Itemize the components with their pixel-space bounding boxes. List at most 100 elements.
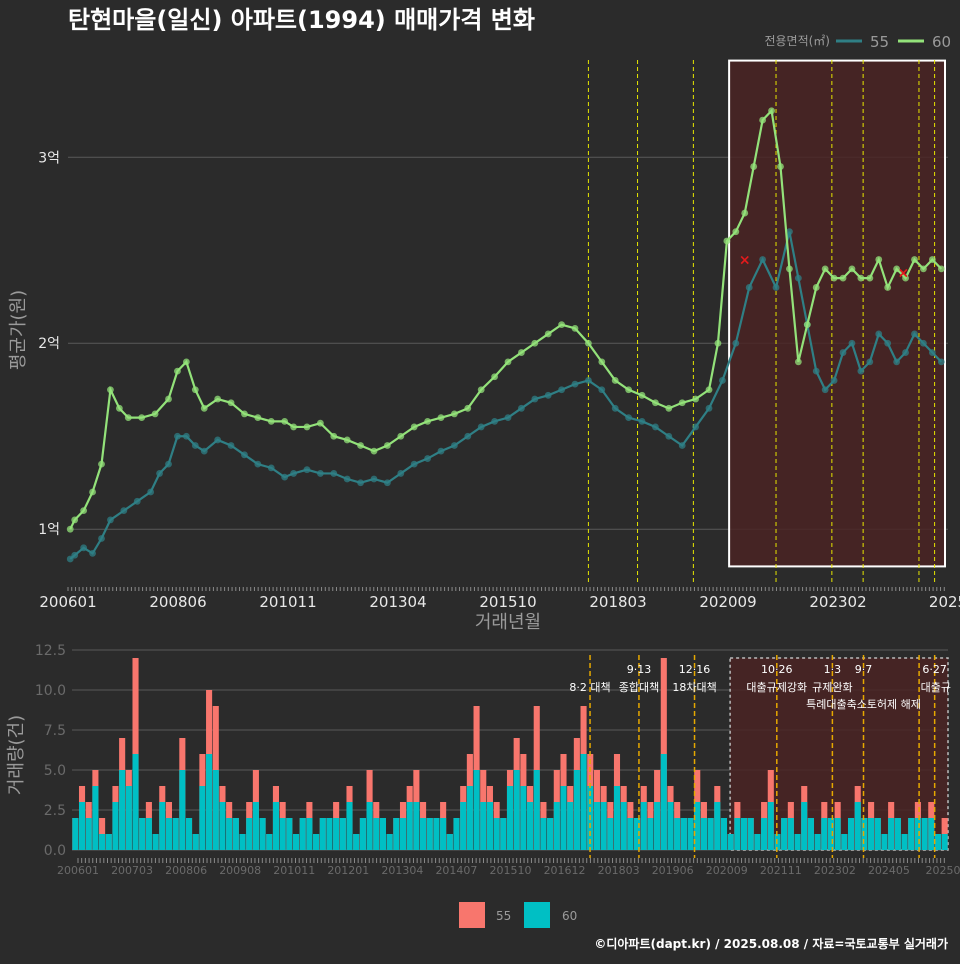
data-point-55 [214,437,221,444]
data-point-55 [692,424,699,431]
data-point-60 [214,396,221,403]
bar-60 [922,818,928,850]
bar-60 [560,786,566,850]
data-point-60 [201,405,208,412]
data-point-55 [558,386,565,393]
bar-60 [453,818,459,850]
bar-60 [360,818,366,850]
x-tick-label-bottom: 202302 [814,864,856,877]
bar-60 [821,818,827,850]
data-point-55 [679,442,686,449]
data-point-55 [866,358,873,365]
bar-60 [835,818,841,850]
bar-60 [474,770,480,850]
data-point-60 [652,399,659,406]
y-tick-label-bottom: 2.5 [44,803,66,819]
data-point-55 [929,349,936,356]
bar-60 [407,802,413,850]
bar-60 [159,802,165,850]
data-point-55 [478,424,485,431]
data-point-55 [902,349,909,356]
bar-60 [306,818,312,850]
x-tick-label-bottom: 200601 [57,864,99,877]
bar-60 [794,834,800,850]
data-point-55 [156,470,163,477]
data-point-60 [192,386,199,393]
data-point-55 [911,331,918,338]
bar-60 [614,786,620,850]
data-point-55 [893,358,900,365]
bar-60 [79,802,85,850]
data-point-60 [290,424,297,431]
data-point-55 [665,433,672,440]
data-point-60 [371,448,378,455]
data-point-60 [822,265,829,272]
data-point-55 [505,414,512,421]
bar-60 [581,754,587,850]
data-point-55 [192,442,199,449]
data-point-60 [768,107,775,114]
data-point-60 [723,238,730,245]
data-point-60 [692,396,699,403]
bar-60 [346,802,352,850]
bar-60 [199,786,205,850]
bar-60 [213,770,219,850]
bar-60 [781,818,787,850]
y-axis-title-top: 평균가(원) [8,290,29,370]
bar-60 [72,818,78,850]
data-point-55 [201,448,208,455]
bar-60 [534,770,540,850]
bar-60 [801,802,807,850]
data-point-55 [107,517,114,524]
data-point-55 [732,340,739,347]
x-tick-label-bottom: 202009 [706,864,748,877]
data-point-55 [531,396,538,403]
bar-60 [146,818,152,850]
data-point-55 [424,455,431,462]
x-tick-label-bottom: 20250 [926,864,960,877]
bar-60 [815,834,821,850]
data-point-60 [938,265,945,272]
bar-60 [855,802,861,850]
data-point-55 [572,381,579,388]
data-point-60 [357,442,364,449]
data-point-55 [330,470,337,477]
bar-60 [861,818,867,850]
bar-60 [621,802,627,850]
bar-60 [119,770,125,850]
bar-60 [607,818,613,850]
bar-60 [601,802,607,850]
data-point-55 [875,331,882,338]
data-point-55 [625,414,632,421]
bar-60 [193,834,199,850]
bar-60 [741,818,747,850]
annotation-label-0: 8·2 대책 [569,681,610,694]
x-tick-label-top: 200601 [39,593,96,611]
data-point-55 [290,470,297,477]
data-point-55 [71,552,78,559]
data-point-60 [518,349,525,356]
data-point-55 [174,433,181,440]
data-point-60 [478,386,485,393]
data-point-60 [831,275,838,282]
bar-60 [507,786,513,850]
data-point-55 [241,451,248,458]
bar-60 [447,834,453,850]
bar-60 [286,818,292,850]
bar-60 [166,818,172,850]
bar-60 [226,818,232,850]
annotation-date-2: 12·16 [679,663,711,676]
x-tick-label-top: 202009 [699,593,756,611]
data-point-55 [344,476,351,483]
data-point-60 [625,386,632,393]
data-point-60 [464,405,471,412]
x-tick-label-bottom: 202405 [868,864,910,877]
x-tick-label-bottom: 201011 [273,864,315,877]
data-point-60 [585,340,592,347]
bar-60 [888,818,894,850]
bar-60 [647,818,653,850]
data-point-60 [920,265,927,272]
bar-60 [387,834,393,850]
x-tick-label-bottom: 201612 [544,864,586,877]
